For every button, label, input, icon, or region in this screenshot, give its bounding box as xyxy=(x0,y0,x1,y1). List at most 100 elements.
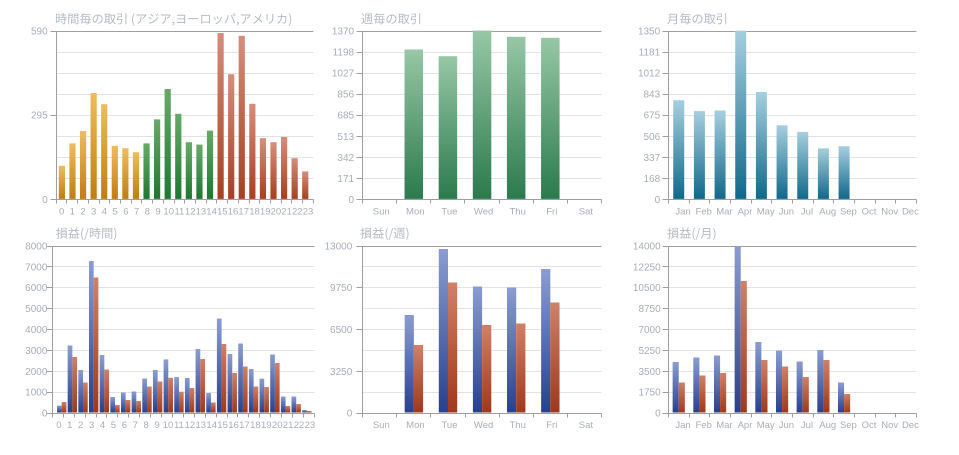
svg-text:Dec: Dec xyxy=(902,207,919,218)
svg-text:9: 9 xyxy=(154,420,159,431)
svg-text:10: 10 xyxy=(163,207,174,218)
svg-text:Jul: Jul xyxy=(801,420,813,431)
svg-text:4: 4 xyxy=(102,207,107,218)
svg-text:18: 18 xyxy=(250,420,261,431)
svg-text:12: 12 xyxy=(185,207,196,218)
svg-text:7: 7 xyxy=(133,420,138,431)
svg-text:20: 20 xyxy=(272,420,283,431)
svg-text:513: 513 xyxy=(337,132,354,143)
svg-text:22: 22 xyxy=(292,207,303,218)
svg-text:0: 0 xyxy=(655,409,661,420)
svg-text:Nov: Nov xyxy=(881,207,898,218)
svg-text:Apr: Apr xyxy=(738,207,753,218)
svg-text:0: 0 xyxy=(42,409,48,420)
svg-text:14: 14 xyxy=(206,207,217,218)
svg-text:Dec: Dec xyxy=(902,420,919,431)
svg-text:Thu: Thu xyxy=(510,420,526,431)
svg-text:843: 843 xyxy=(644,90,661,101)
svg-text:21: 21 xyxy=(281,207,292,218)
svg-text:1350: 1350 xyxy=(638,27,661,38)
svg-text:Mar: Mar xyxy=(716,207,732,218)
svg-text:6500: 6500 xyxy=(330,325,353,336)
svg-text:0: 0 xyxy=(56,420,61,431)
svg-text:5250: 5250 xyxy=(638,346,661,357)
svg-text:8000: 8000 xyxy=(25,242,48,253)
svg-text:1: 1 xyxy=(67,420,72,431)
svg-text:4000: 4000 xyxy=(25,325,48,336)
svg-text:Sun: Sun xyxy=(373,420,390,431)
svg-text:1198: 1198 xyxy=(333,48,355,59)
svg-text:Oct: Oct xyxy=(862,207,877,218)
svg-text:11: 11 xyxy=(174,420,184,431)
svg-text:Feb: Feb xyxy=(696,420,712,431)
svg-text:15: 15 xyxy=(217,420,228,431)
svg-text:23: 23 xyxy=(305,420,316,431)
svg-text:Jan: Jan xyxy=(675,420,690,431)
svg-text:May: May xyxy=(757,207,775,218)
svg-text:3500: 3500 xyxy=(638,367,661,378)
svg-text:1: 1 xyxy=(70,207,75,218)
svg-text:Feb: Feb xyxy=(696,207,712,218)
svg-text:342: 342 xyxy=(337,153,354,164)
svg-text:685: 685 xyxy=(337,111,354,122)
svg-text:12250: 12250 xyxy=(633,262,661,273)
svg-text:17: 17 xyxy=(238,207,249,218)
svg-text:7000: 7000 xyxy=(25,262,48,273)
svg-text:19: 19 xyxy=(260,207,271,218)
svg-text:16: 16 xyxy=(228,420,239,431)
svg-text:14000: 14000 xyxy=(633,242,661,253)
svg-text:295: 295 xyxy=(31,111,48,122)
svg-text:21: 21 xyxy=(283,420,294,431)
svg-text:1370: 1370 xyxy=(332,27,355,38)
svg-text:337: 337 xyxy=(644,153,661,164)
svg-text:506: 506 xyxy=(644,132,661,143)
svg-text:May: May xyxy=(757,420,775,431)
svg-text:Sat: Sat xyxy=(579,420,594,431)
svg-text:Wed: Wed xyxy=(474,207,493,218)
svg-text:Thu: Thu xyxy=(510,207,526,218)
svg-text:Jun: Jun xyxy=(779,207,794,218)
svg-text:Mon: Mon xyxy=(406,420,424,431)
svg-text:6: 6 xyxy=(122,420,127,431)
svg-text:Oct: Oct xyxy=(862,420,877,431)
svg-text:Jul: Jul xyxy=(801,207,813,218)
svg-text:11: 11 xyxy=(174,207,184,218)
svg-text:Fri: Fri xyxy=(546,207,557,218)
svg-text:Mon: Mon xyxy=(406,207,424,218)
svg-text:Wed: Wed xyxy=(474,420,493,431)
svg-text:14: 14 xyxy=(206,420,217,431)
svg-text:Nov: Nov xyxy=(881,420,898,431)
svg-text:Tue: Tue xyxy=(441,207,457,218)
svg-text:13000: 13000 xyxy=(324,242,352,253)
svg-text:22: 22 xyxy=(294,420,305,431)
svg-text:15: 15 xyxy=(217,207,228,218)
svg-text:590: 590 xyxy=(31,27,48,38)
svg-text:5000: 5000 xyxy=(25,304,48,315)
svg-text:168: 168 xyxy=(644,174,661,185)
svg-text:5: 5 xyxy=(112,207,117,218)
svg-text:Fri: Fri xyxy=(546,420,557,431)
svg-text:12: 12 xyxy=(185,420,196,431)
svg-text:1750: 1750 xyxy=(638,388,661,399)
svg-text:856: 856 xyxy=(337,90,354,101)
svg-text:0: 0 xyxy=(349,195,355,206)
svg-text:23: 23 xyxy=(303,207,314,218)
svg-text:7000: 7000 xyxy=(638,325,661,336)
svg-text:Aug: Aug xyxy=(819,420,836,431)
svg-text:171: 171 xyxy=(337,174,354,185)
svg-text:13: 13 xyxy=(196,207,207,218)
svg-text:0: 0 xyxy=(655,195,661,206)
svg-text:1027: 1027 xyxy=(332,69,355,80)
svg-text:3: 3 xyxy=(89,420,94,431)
svg-text:9: 9 xyxy=(155,207,160,218)
svg-text:3: 3 xyxy=(91,207,96,218)
svg-text:3000: 3000 xyxy=(25,346,48,357)
svg-text:8750: 8750 xyxy=(638,304,661,315)
svg-text:Apr: Apr xyxy=(738,420,753,431)
svg-text:1181: 1181 xyxy=(639,48,661,59)
svg-text:17: 17 xyxy=(239,420,250,431)
svg-text:Jun: Jun xyxy=(779,420,794,431)
svg-text:Sep: Sep xyxy=(840,420,857,431)
svg-text:8: 8 xyxy=(144,420,149,431)
svg-text:Sun: Sun xyxy=(373,207,390,218)
